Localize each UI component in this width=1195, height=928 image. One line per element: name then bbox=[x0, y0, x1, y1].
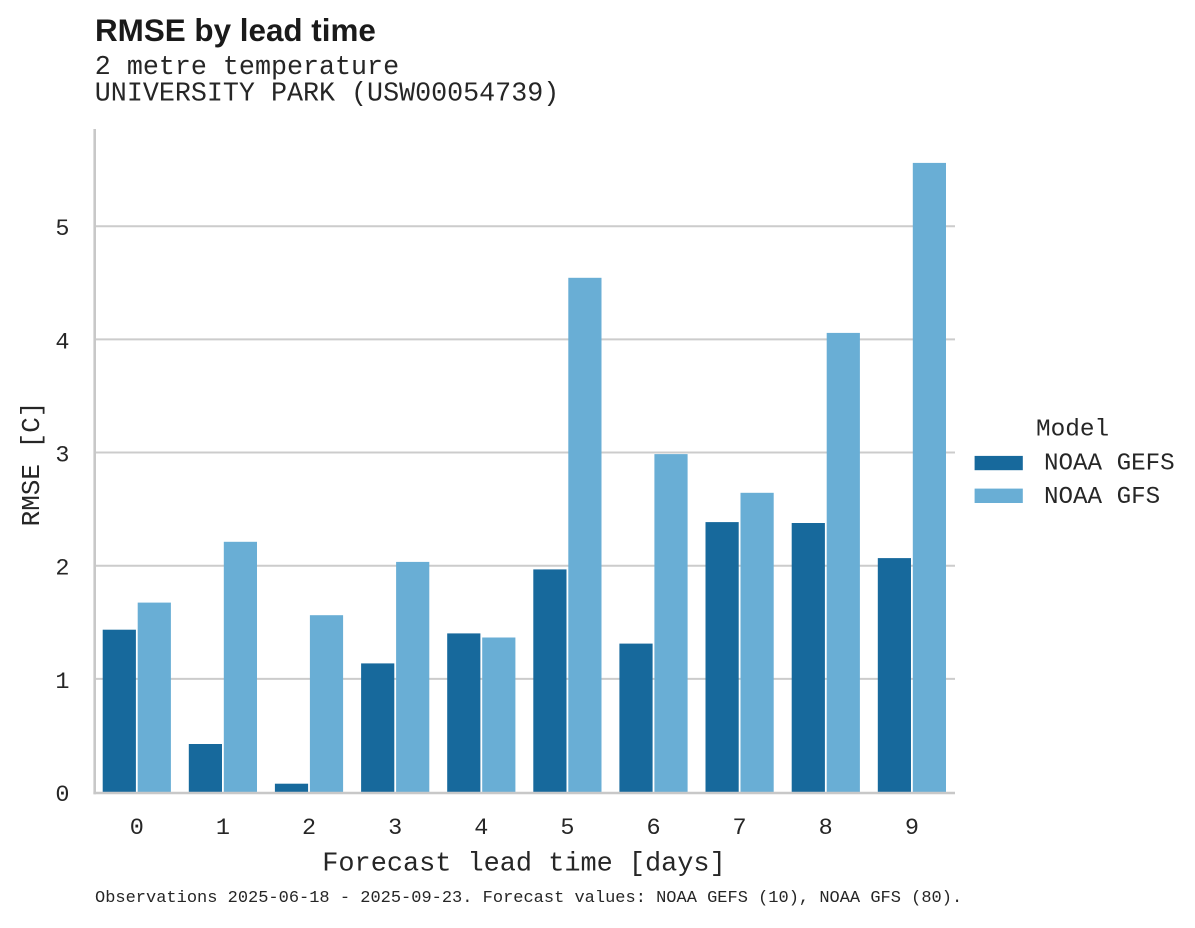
svg-text:Observations 2025-06-18 - 2025: Observations 2025-06-18 - 2025-09-23. Fo… bbox=[95, 889, 962, 908]
svg-text:Forecast lead time [days]: Forecast lead time [days] bbox=[322, 850, 725, 880]
svg-text:4: 4 bbox=[474, 815, 488, 842]
svg-text:0: 0 bbox=[130, 815, 144, 842]
svg-text:RMSE [C]: RMSE [C] bbox=[17, 402, 47, 527]
svg-text:RMSE by lead time: RMSE by lead time bbox=[95, 13, 376, 48]
svg-text:2 metre temperature: 2 metre temperature bbox=[95, 53, 399, 83]
svg-text:3: 3 bbox=[388, 815, 402, 842]
svg-text:9: 9 bbox=[905, 815, 919, 842]
svg-text:3: 3 bbox=[55, 442, 69, 469]
svg-text:1: 1 bbox=[216, 815, 230, 842]
svg-text:Model: Model bbox=[1036, 416, 1109, 443]
svg-text:NOAA GFS: NOAA GFS bbox=[1044, 484, 1160, 511]
svg-text:6: 6 bbox=[646, 815, 660, 842]
svg-text:UNIVERSITY PARK (USW00054739): UNIVERSITY PARK (USW00054739) bbox=[95, 80, 559, 110]
svg-text:2: 2 bbox=[302, 815, 316, 842]
svg-text:2: 2 bbox=[55, 556, 69, 583]
svg-text:5: 5 bbox=[55, 216, 69, 243]
svg-text:1: 1 bbox=[55, 669, 69, 696]
svg-text:NOAA GEFS: NOAA GEFS bbox=[1044, 451, 1175, 478]
svg-text:5: 5 bbox=[560, 815, 574, 842]
svg-text:8: 8 bbox=[819, 815, 833, 842]
svg-text:4: 4 bbox=[55, 329, 69, 356]
svg-text:0: 0 bbox=[55, 782, 69, 809]
svg-text:7: 7 bbox=[733, 815, 747, 842]
